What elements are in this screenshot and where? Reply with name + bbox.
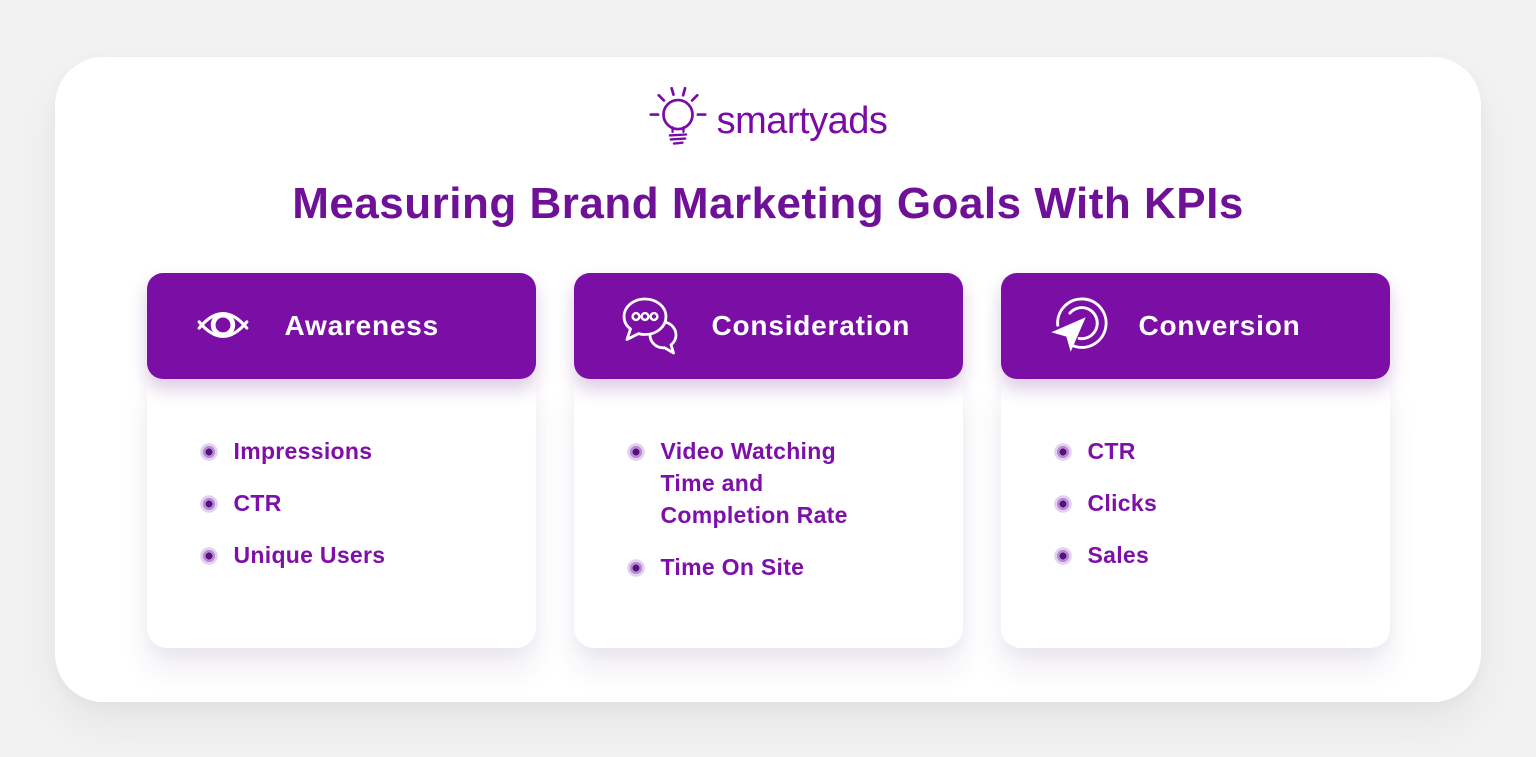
bullet-icon	[626, 559, 645, 577]
bullet-icon	[199, 495, 218, 513]
chat-bubbles-icon	[618, 294, 682, 358]
kpi-label: Video Watching Time and Completion Rate	[660, 438, 848, 528]
list-item: Sales	[1053, 539, 1370, 571]
consideration-header: Consideration	[573, 273, 963, 379]
brand-logo: smartyads	[55, 87, 1481, 153]
bullet-icon	[626, 443, 645, 461]
list-item: Video Watching Time and Completion Rate	[626, 435, 943, 531]
list-item: Unique Users	[199, 539, 516, 571]
infographic-panel: smartyads Measuring Brand Marketing Goal…	[55, 57, 1481, 702]
conversion-header-label: Conversion	[1138, 310, 1301, 341]
bullet-icon	[199, 547, 218, 565]
kpi-label: Unique Users	[233, 542, 386, 568]
consideration-kpi-list: Video Watching Time and Completion Rate …	[574, 379, 963, 583]
brand-name: smartyads	[716, 99, 888, 142]
column-awareness: Awareness Impressions CTR Unique Users	[146, 273, 536, 648]
kpi-label: CTR	[1087, 438, 1136, 464]
list-item: Time On Site	[626, 551, 943, 583]
awareness-header: Awareness	[146, 273, 536, 379]
bullet-icon	[1053, 547, 1072, 565]
consideration-card: Video Watching Time and Completion Rate …	[573, 379, 963, 648]
list-item: Clicks	[1053, 487, 1370, 519]
kpi-label: Clicks	[1087, 490, 1158, 516]
bullet-icon	[1053, 443, 1072, 461]
page-title: Measuring Brand Marketing Goals With KPI…	[292, 179, 1244, 228]
conversion-card: CTR Clicks Sales	[1000, 379, 1390, 648]
kpi-label: Impressions	[233, 438, 373, 464]
awareness-kpi-list: Impressions CTR Unique Users	[147, 379, 536, 571]
kpi-columns: Awareness Impressions CTR Unique Users	[55, 273, 1481, 648]
bullet-icon	[199, 443, 218, 461]
consideration-header-label: Consideration	[711, 310, 911, 341]
column-consideration: Consideration Video Watching Time and Co…	[573, 273, 963, 648]
eye-icon	[191, 300, 255, 352]
conversion-header: Conversion	[1000, 273, 1390, 379]
list-item: CTR	[199, 487, 516, 519]
awareness-header-label: Awareness	[284, 310, 440, 341]
bullet-icon	[1053, 495, 1072, 513]
list-item: Impressions	[199, 435, 516, 467]
click-arrow-icon	[1045, 293, 1109, 359]
list-item: CTR	[1053, 435, 1370, 467]
conversion-kpi-list: CTR Clicks Sales	[1001, 379, 1390, 571]
kpi-label: CTR	[233, 490, 282, 516]
column-conversion: Conversion CTR Clicks Sales	[1000, 273, 1390, 648]
kpi-label: Time On Site	[660, 554, 805, 580]
kpi-label: Sales	[1087, 542, 1150, 568]
lightbulb-icon	[649, 87, 707, 153]
awareness-card: Impressions CTR Unique Users	[146, 379, 536, 648]
